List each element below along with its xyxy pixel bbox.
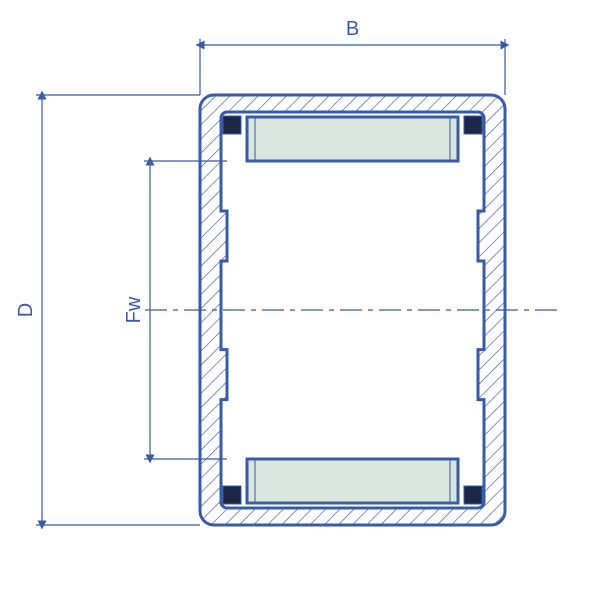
dim-D-label: D (15, 303, 37, 317)
seal (464, 486, 482, 504)
roller-top (223, 116, 482, 161)
roller-bottom (223, 459, 482, 504)
dim-Fw-label: Fw (123, 296, 145, 323)
seal (223, 116, 241, 134)
seal (223, 486, 241, 504)
bearing-diagram: B D Fw (0, 0, 600, 600)
dim-B-label: B (346, 18, 359, 40)
seal (464, 116, 482, 134)
